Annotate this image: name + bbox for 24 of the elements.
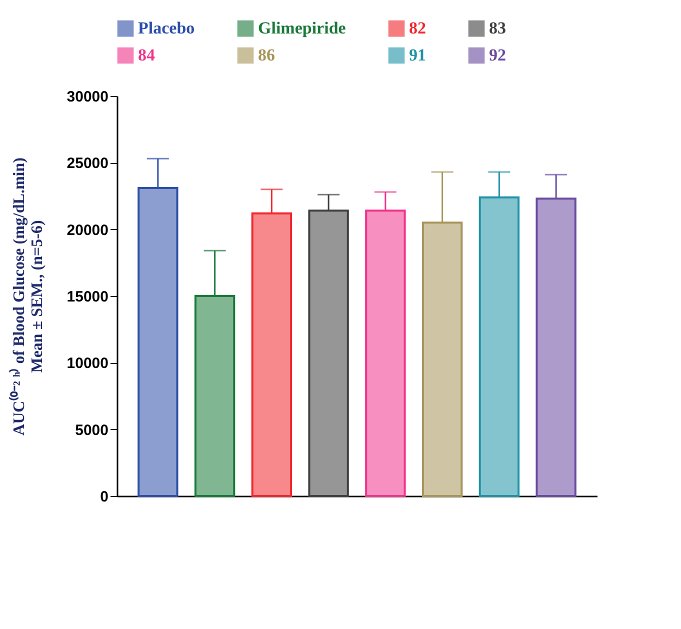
legend-label: Glimepiride (258, 18, 346, 38)
y-tick-label: 15000 (66, 288, 108, 306)
y-axis-title: AUC⁽⁰⁻² ʰ⁾ of Blood Glucose (mg/dL.min) Mean ± SEM., (n=5-6) (8, 158, 46, 436)
y-tick-label: 5000 (75, 422, 108, 439)
y-tick-label: 25000 (66, 155, 108, 172)
bar (194, 295, 236, 497)
legend-label: 91 (409, 46, 426, 64)
bar (365, 210, 406, 497)
y-tick-label: 30000 (66, 88, 108, 106)
bar (478, 196, 520, 497)
y-tick-label: 0 (100, 488, 108, 506)
y-tick-label: 20000 (66, 222, 108, 239)
bar (422, 222, 463, 497)
bar (251, 212, 292, 497)
bar (536, 198, 576, 497)
legend-label: 84 (138, 46, 156, 64)
legend-label: 92 (489, 46, 506, 64)
legend-label: 86 (258, 46, 275, 64)
legend-label: Placebo (138, 18, 195, 38)
bar (138, 187, 178, 497)
legend-label: 83 (489, 18, 506, 38)
legend-label: 82 (409, 18, 426, 38)
bar (308, 210, 349, 497)
y-tick-label: 10000 (66, 355, 108, 372)
